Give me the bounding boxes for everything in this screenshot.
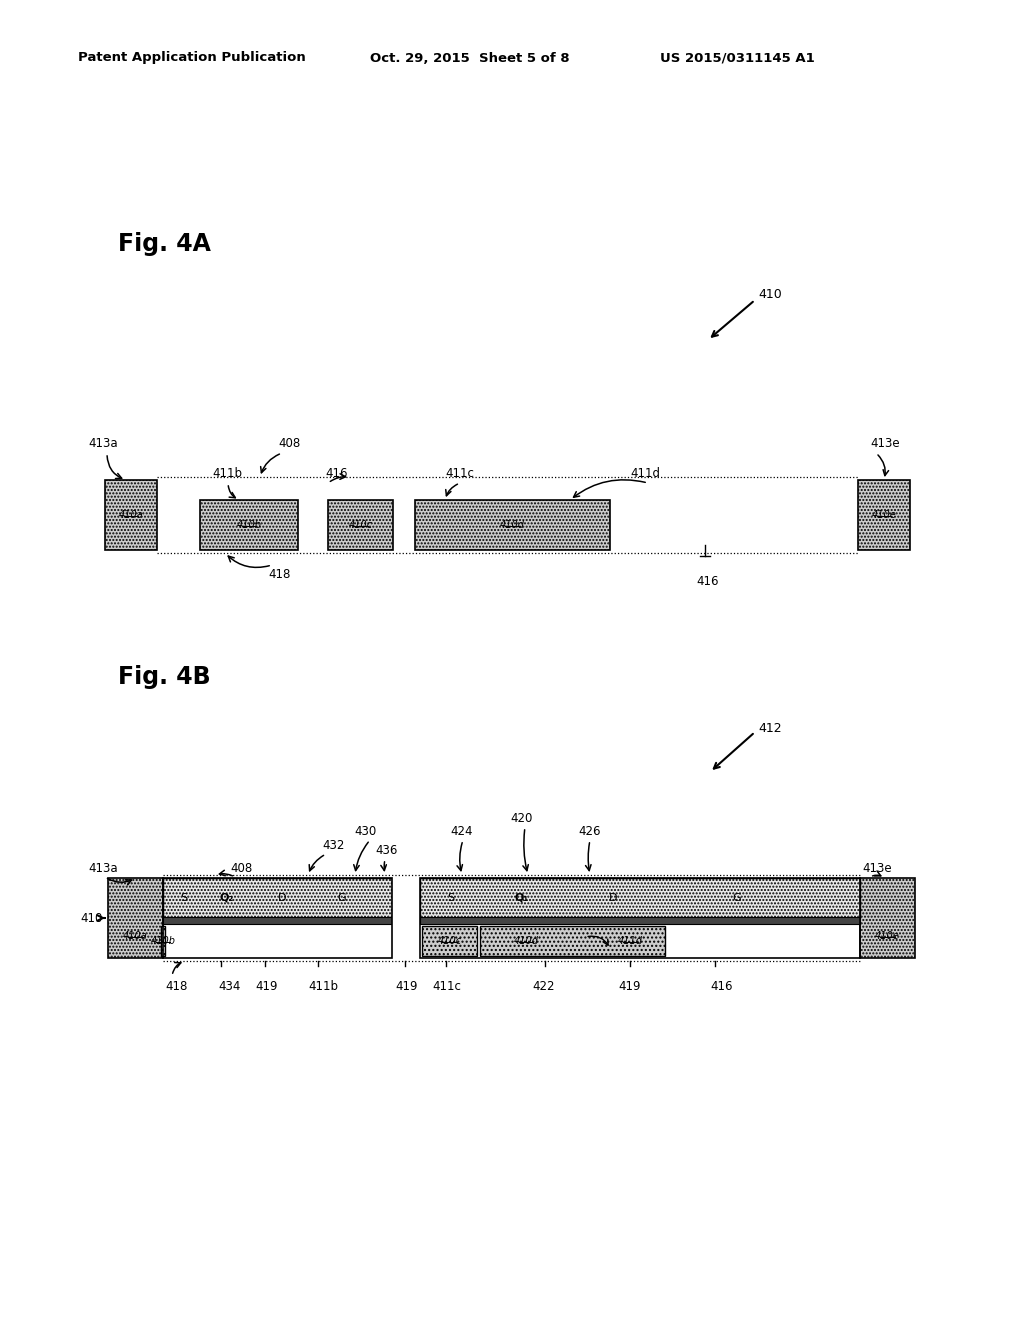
Text: 416: 416 <box>325 467 347 480</box>
Text: Patent Application Publication: Patent Application Publication <box>78 51 306 65</box>
Text: Q₂: Q₂ <box>220 894 234 903</box>
Text: 418: 418 <box>165 979 187 993</box>
Bar <box>105 480 157 550</box>
Text: 410: 410 <box>80 912 102 924</box>
Text: 430: 430 <box>354 825 376 838</box>
Text: 432: 432 <box>322 840 344 851</box>
Bar <box>860 878 915 958</box>
Text: 426: 426 <box>578 825 600 838</box>
Text: 410d: 410d <box>500 520 525 531</box>
Text: 416: 416 <box>696 576 719 587</box>
Text: 434: 434 <box>218 979 241 993</box>
Text: G: G <box>337 894 346 903</box>
Bar <box>480 927 665 956</box>
Bar <box>415 500 610 550</box>
Text: G: G <box>732 894 741 903</box>
Bar <box>163 917 392 924</box>
Text: 424: 424 <box>450 825 472 838</box>
Bar <box>200 500 298 550</box>
Text: 410c: 410c <box>348 520 373 531</box>
Text: D: D <box>278 894 287 903</box>
Text: Q₁: Q₁ <box>514 894 528 903</box>
Text: Fig. 4B: Fig. 4B <box>118 665 211 689</box>
Text: 410c: 410c <box>437 936 462 946</box>
Text: US 2015/0311145 A1: US 2015/0311145 A1 <box>660 51 815 65</box>
Text: S: S <box>447 894 455 903</box>
Text: 410d: 410d <box>513 936 539 946</box>
Text: 422: 422 <box>532 979 555 993</box>
Text: 410e: 410e <box>871 510 896 520</box>
Text: 410e: 410e <box>876 931 900 941</box>
Text: 410b: 410b <box>237 520 261 531</box>
Text: 411d: 411d <box>630 467 660 480</box>
Text: 410a: 410a <box>123 931 147 941</box>
Text: 408: 408 <box>230 862 252 875</box>
Bar <box>858 480 910 550</box>
Bar <box>392 878 420 958</box>
Text: 419: 419 <box>395 979 418 993</box>
Text: 410: 410 <box>758 289 781 301</box>
Text: 411b: 411b <box>308 979 338 993</box>
Text: 411d: 411d <box>617 936 643 946</box>
Text: 411c: 411c <box>445 467 474 480</box>
Bar <box>420 878 860 917</box>
Text: Oct. 29, 2015  Sheet 5 of 8: Oct. 29, 2015 Sheet 5 of 8 <box>370 51 569 65</box>
Text: 411b: 411b <box>212 467 242 480</box>
Text: 411c: 411c <box>432 979 461 993</box>
Text: 413a: 413a <box>88 862 118 875</box>
Text: Fig. 4A: Fig. 4A <box>118 232 211 256</box>
Text: 418: 418 <box>268 568 291 581</box>
Text: 410b: 410b <box>151 936 175 946</box>
Bar <box>422 927 477 956</box>
Text: 413e: 413e <box>870 437 900 450</box>
Bar <box>163 878 392 917</box>
Text: 419: 419 <box>255 979 278 993</box>
Text: 420: 420 <box>510 812 532 825</box>
Bar <box>420 878 860 958</box>
Bar <box>108 878 163 958</box>
Bar <box>420 917 860 924</box>
Bar <box>161 927 165 956</box>
Bar <box>328 500 393 550</box>
Text: 412: 412 <box>758 722 781 734</box>
Text: 413e: 413e <box>862 862 892 875</box>
Text: 408: 408 <box>278 437 300 450</box>
Text: S: S <box>180 894 187 903</box>
Text: D: D <box>609 894 617 903</box>
Text: 436: 436 <box>375 843 397 857</box>
Text: 413a: 413a <box>88 437 118 450</box>
Bar <box>163 878 392 958</box>
Text: 416: 416 <box>710 979 732 993</box>
Text: 419: 419 <box>618 979 640 993</box>
Text: 410a: 410a <box>119 510 143 520</box>
